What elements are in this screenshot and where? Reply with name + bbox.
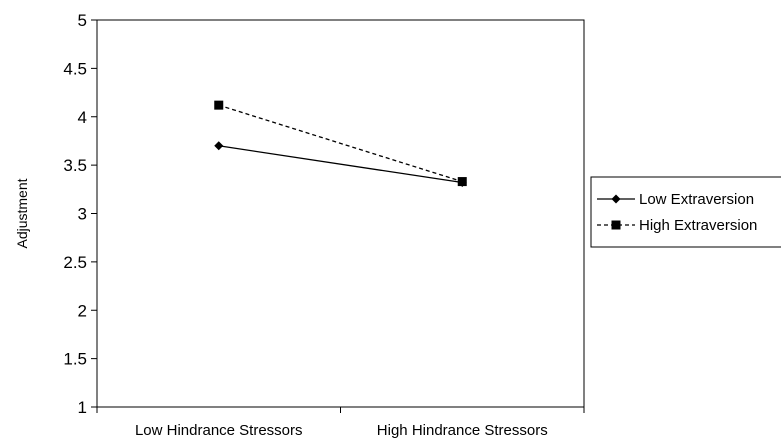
legend-label: Low Extraversion [639,191,754,208]
x-tick-label: Low Hindrance Stressors [135,422,303,439]
y-tick-label: 2.5 [63,253,87,272]
series-line [218,145,463,184]
data-point [214,141,224,151]
y-axis-title: Adjustment [14,178,30,248]
series-line [218,104,463,183]
legend-marker [611,220,621,230]
x-axis: Low Hindrance Stressors High Hindrance St… [96,407,585,439]
plot-area [96,19,585,408]
legend: Low Extraversion High Extraversion [590,176,781,248]
y-tick-label: 1 [78,398,87,417]
legend-entry: Low Extraversion [597,191,754,208]
y-tick-label: 5 [78,11,87,30]
legend-marker [611,194,621,204]
y-tick-label: 4 [78,108,87,127]
x-tick-label: High Hindrance Stressors [377,422,548,439]
legend-entry: High Extraversion [597,217,757,234]
legend-box [590,176,781,248]
y-tick-label: 4.5 [63,59,87,78]
y-tick-label: 3.5 [63,156,87,175]
series-high-extraversion [214,100,467,187]
y-tick-label: 1.5 [63,350,87,369]
data-point [214,100,224,110]
data-point [457,177,467,187]
y-tick-label: 2 [78,301,87,320]
legend-label: High Extraversion [639,217,757,234]
y-axis: 1 1.5 2 2.5 3 3.5 4 4.5 5 [63,11,97,417]
y-tick-label: 3 [78,205,87,224]
series-layer [214,100,467,188]
